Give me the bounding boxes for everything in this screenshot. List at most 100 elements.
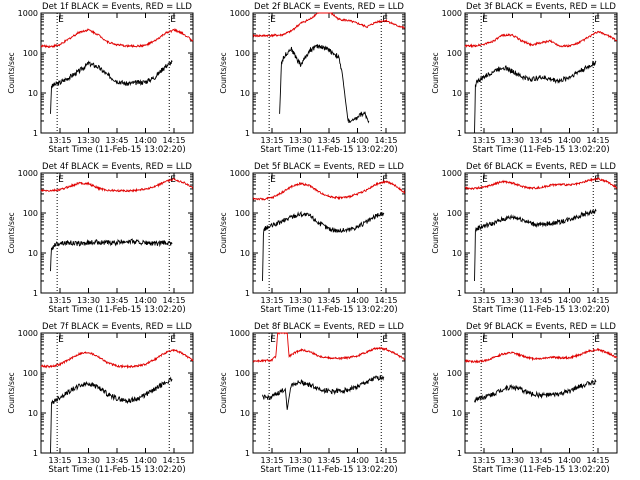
y-axis-label: Counts/sec bbox=[431, 212, 440, 253]
y-tick-label: 1000 bbox=[442, 9, 462, 18]
x-tick-label: 13:15 bbox=[472, 296, 495, 305]
y-tick-label: 10 bbox=[240, 409, 250, 418]
x-tick-label: 13:30 bbox=[77, 456, 100, 465]
chart-panel-3: Det 3f BLACK = Events, RED = LLD 1 10 100 10… bbox=[431, 2, 618, 155]
chart-title: Det 1f BLACK = Events, RED = LLD bbox=[42, 2, 192, 12]
chart-title: Det 8f BLACK = Events, RED = LLD bbox=[254, 322, 404, 332]
x-tick-label: 13:30 bbox=[501, 136, 524, 145]
x-tick-label: 13:15 bbox=[260, 136, 283, 145]
chart-title: Det 2f BLACK = Events, RED = LLD bbox=[254, 2, 404, 12]
chart-title: Det 4f BLACK = Events, RED = LLD bbox=[42, 162, 192, 172]
x-tick-label: 13:30 bbox=[289, 456, 312, 465]
series-line-lld bbox=[464, 347, 618, 364]
x-tick-label: 14:00 bbox=[134, 456, 157, 465]
event-marker-label: E bbox=[594, 15, 600, 25]
x-axis-label: Start Time (11-Feb-15 13:02:20) bbox=[48, 145, 185, 155]
y-tick-label: 1000 bbox=[18, 9, 38, 18]
y-tick-label: 100 bbox=[235, 369, 250, 378]
chart-title: Det 7f BLACK = Events, RED = LLD bbox=[42, 322, 192, 332]
series-line-lld bbox=[40, 27, 194, 49]
event-marker-label: E bbox=[270, 335, 276, 345]
y-tick-label: 1 bbox=[457, 129, 462, 138]
series-line-events bbox=[50, 376, 173, 454]
x-tick-label: 14:15 bbox=[162, 136, 185, 145]
x-tick-label: 13:15 bbox=[48, 456, 71, 465]
chart-panel-6: Det 6f BLACK = Events, RED = LLD 1 10 100 10… bbox=[431, 162, 618, 315]
chart-title: Det 9f BLACK = Events, RED = LLD bbox=[466, 322, 616, 332]
y-tick-label: 10 bbox=[240, 249, 250, 258]
y-tick-label: 100 bbox=[235, 209, 250, 218]
series-line-events bbox=[262, 375, 385, 410]
y-tick-label: 100 bbox=[23, 209, 38, 218]
event-marker-label: E bbox=[482, 175, 488, 185]
y-axis-label: Counts/sec bbox=[7, 372, 16, 413]
y-tick-label: 100 bbox=[23, 369, 38, 378]
x-axis-label: Start Time (11-Feb-15 13:02:20) bbox=[472, 145, 609, 155]
x-tick-label: 13:15 bbox=[472, 136, 495, 145]
x-axis-label: Start Time (11-Feb-15 13:02:20) bbox=[48, 305, 185, 315]
y-tick-label: 10 bbox=[28, 249, 38, 258]
chart-panel-9: Det 9f BLACK = Events, RED = LLD 1 10 100 10… bbox=[431, 322, 618, 475]
x-tick-label: 14:00 bbox=[346, 456, 369, 465]
y-axis-label: Counts/sec bbox=[431, 372, 440, 413]
chart-panel-8: Det 8f BLACK = Events, RED = LLD 1 10 100 10… bbox=[219, 322, 406, 475]
y-axis-label: Counts/sec bbox=[7, 52, 16, 93]
y-tick-label: 1 bbox=[245, 289, 250, 298]
x-tick-label: 14:15 bbox=[162, 296, 185, 305]
y-tick-label: 1 bbox=[33, 449, 38, 458]
plot-frame bbox=[252, 172, 406, 294]
y-tick-label: 1 bbox=[33, 129, 38, 138]
event-marker-label: E bbox=[170, 15, 176, 25]
x-tick-label: 13:45 bbox=[529, 456, 552, 465]
x-axis-label: Start Time (11-Feb-15 13:02:20) bbox=[260, 465, 397, 475]
chart-title: Det 5f BLACK = Events, RED = LLD bbox=[254, 162, 404, 172]
chart-panel-1: Det 1f BLACK = Events, RED = LLD 1 10 100 10… bbox=[7, 2, 194, 155]
x-tick-label: 14:00 bbox=[134, 136, 157, 145]
series-line-events bbox=[50, 60, 173, 114]
x-axis-label: Start Time (11-Feb-15 13:02:20) bbox=[260, 145, 397, 155]
series-line-events bbox=[474, 60, 597, 134]
x-tick-label: 13:30 bbox=[501, 296, 524, 305]
x-tick-label: 14:15 bbox=[374, 296, 397, 305]
x-tick-label: 14:15 bbox=[586, 136, 609, 145]
y-tick-label: 10 bbox=[452, 409, 462, 418]
y-tick-label: 100 bbox=[447, 369, 462, 378]
x-tick-label: 14:00 bbox=[558, 136, 581, 145]
x-axis-label: Start Time (11-Feb-15 13:02:20) bbox=[472, 305, 609, 315]
plot-frame bbox=[252, 12, 406, 134]
event-marker-label: E bbox=[382, 175, 388, 185]
event-marker-label: E bbox=[58, 15, 64, 25]
y-tick-label: 1 bbox=[457, 449, 462, 458]
y-tick-label: 1 bbox=[457, 289, 462, 298]
y-tick-label: 100 bbox=[447, 209, 462, 218]
y-tick-label: 1000 bbox=[18, 169, 38, 178]
x-tick-label: 13:45 bbox=[105, 136, 128, 145]
y-axis-label: Counts/sec bbox=[219, 372, 228, 413]
y-tick-label: 1000 bbox=[230, 169, 250, 178]
series-line-lld bbox=[252, 332, 406, 363]
event-marker-label: E bbox=[270, 175, 276, 185]
y-tick-label: 10 bbox=[240, 89, 250, 98]
y-axis-label: Counts/sec bbox=[219, 212, 228, 253]
y-tick-label: 1 bbox=[245, 449, 250, 458]
x-tick-label: 13:45 bbox=[317, 456, 340, 465]
x-tick-label: 13:45 bbox=[529, 136, 552, 145]
x-tick-label: 13:15 bbox=[260, 296, 283, 305]
x-tick-label: 13:15 bbox=[48, 296, 71, 305]
chart-panel-2: Det 2f BLACK = Events, RED = LLD 1 10 100 10… bbox=[219, 2, 406, 155]
event-marker-label: E bbox=[482, 15, 488, 25]
y-tick-label: 1000 bbox=[442, 169, 462, 178]
x-tick-label: 14:00 bbox=[346, 296, 369, 305]
chart-title: Det 6f BLACK = Events, RED = LLD bbox=[466, 162, 616, 172]
x-tick-label: 14:15 bbox=[374, 136, 397, 145]
x-axis-label: Start Time (11-Feb-15 13:02:20) bbox=[260, 305, 397, 315]
x-tick-label: 13:45 bbox=[317, 136, 340, 145]
plot-frame bbox=[464, 172, 618, 294]
x-tick-label: 14:00 bbox=[558, 456, 581, 465]
y-tick-label: 1000 bbox=[230, 329, 250, 338]
x-tick-label: 13:30 bbox=[289, 136, 312, 145]
y-tick-label: 1 bbox=[245, 129, 250, 138]
x-tick-label: 13:30 bbox=[77, 296, 100, 305]
series-line-lld bbox=[40, 177, 194, 193]
x-tick-label: 14:00 bbox=[134, 296, 157, 305]
